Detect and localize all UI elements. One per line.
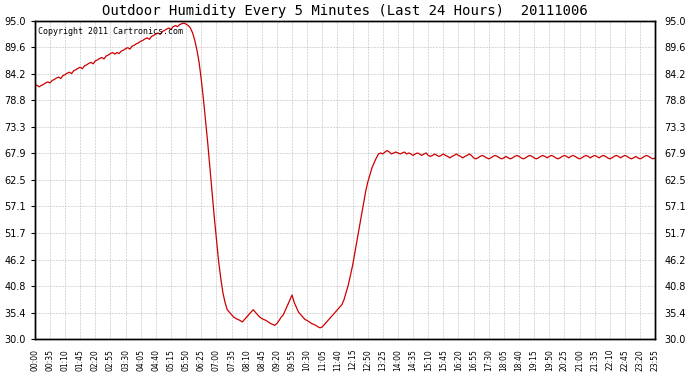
Title: Outdoor Humidity Every 5 Minutes (Last 24 Hours)  20111006: Outdoor Humidity Every 5 Minutes (Last 2… [102, 4, 588, 18]
Text: Copyright 2011 Cartronics.com: Copyright 2011 Cartronics.com [38, 27, 183, 36]
